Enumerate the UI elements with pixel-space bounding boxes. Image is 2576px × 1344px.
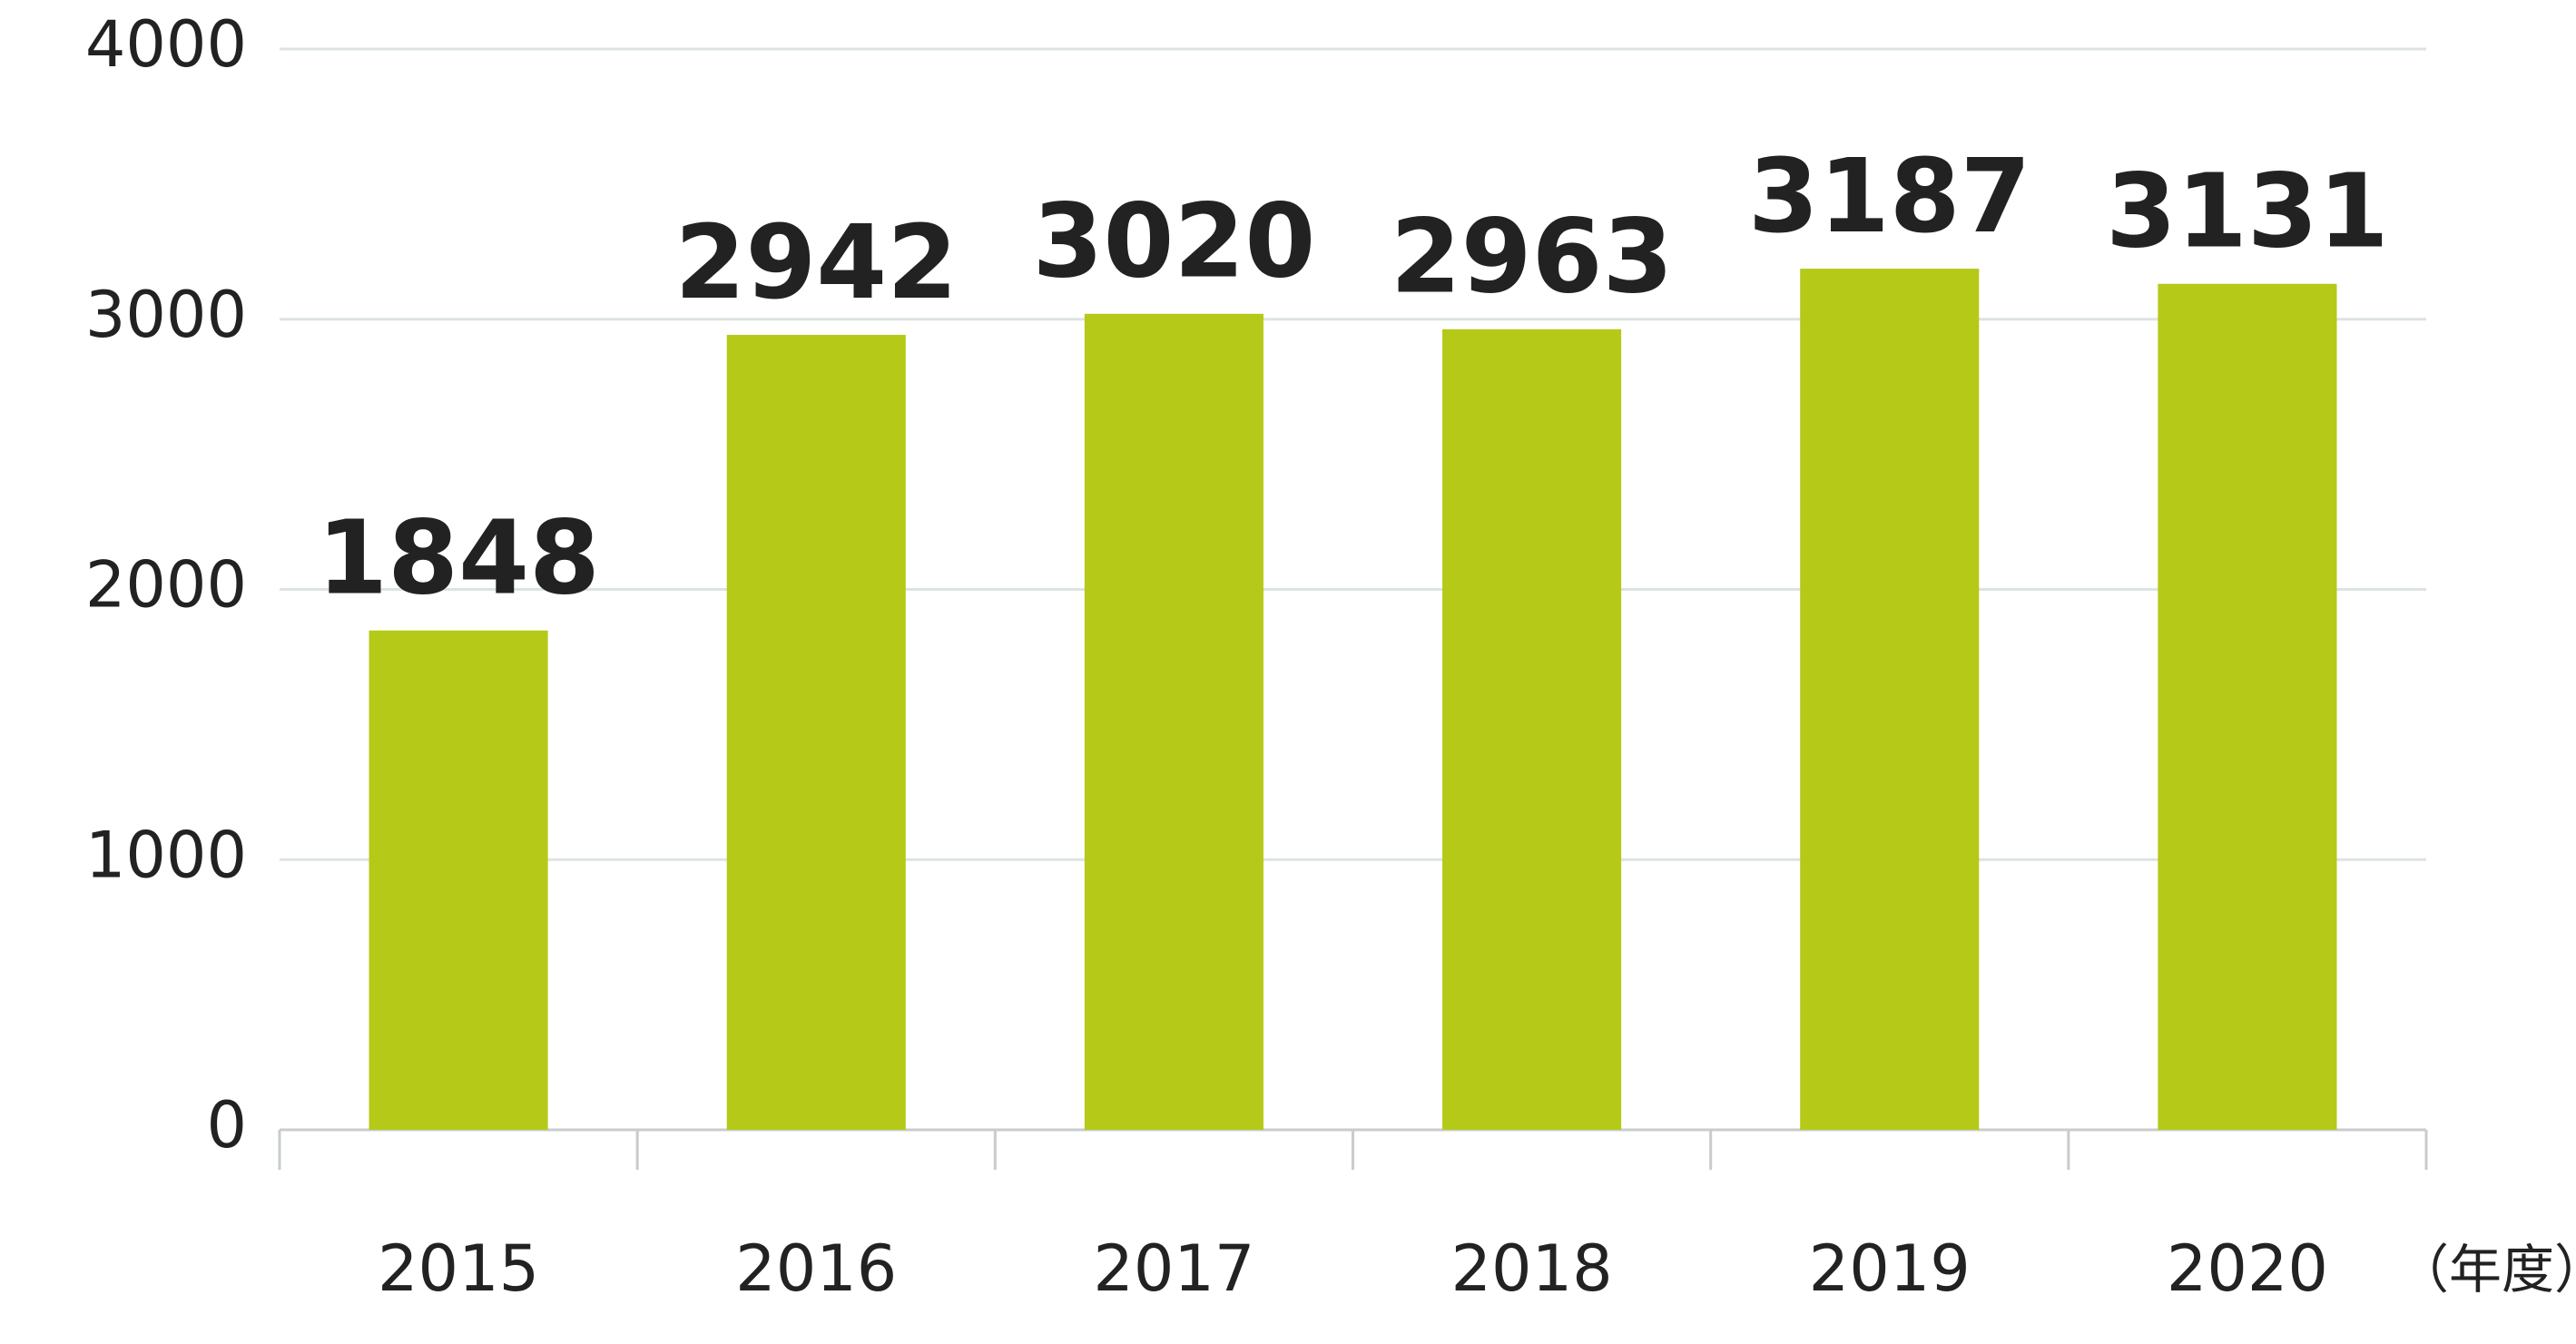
- bar: [1084, 313, 1263, 1130]
- x-axis-unit: （年度）: [2396, 1239, 2576, 1300]
- x-tick-label: 2020: [2167, 1231, 2328, 1306]
- y-tick-label: 2000: [85, 548, 247, 623]
- x-tick-label: 2017: [1093, 1231, 1254, 1306]
- bar: [2158, 283, 2337, 1130]
- value-label: 3020: [1033, 183, 1316, 301]
- x-tick-label: 2016: [735, 1231, 897, 1306]
- value-label: 3131: [2106, 152, 2389, 270]
- y-tick-label: 1000: [85, 818, 247, 892]
- x-tick-label: 2019: [1809, 1231, 1971, 1306]
- y-tick-label: 3000: [85, 278, 247, 352]
- value-label: 3187: [1748, 138, 2031, 256]
- value-label: 2963: [1391, 199, 1674, 317]
- y-tick-label: 0: [206, 1088, 247, 1163]
- bar: [369, 630, 548, 1130]
- x-tick-label: 2015: [378, 1231, 539, 1306]
- value-label: 1848: [317, 500, 600, 618]
- bar: [1442, 329, 1622, 1131]
- value-label: 2942: [674, 204, 958, 322]
- bar: [1800, 269, 1980, 1130]
- y-tick-label: 4000: [85, 7, 247, 82]
- bar: [726, 335, 906, 1130]
- x-tick-label: 2018: [1451, 1231, 1613, 1306]
